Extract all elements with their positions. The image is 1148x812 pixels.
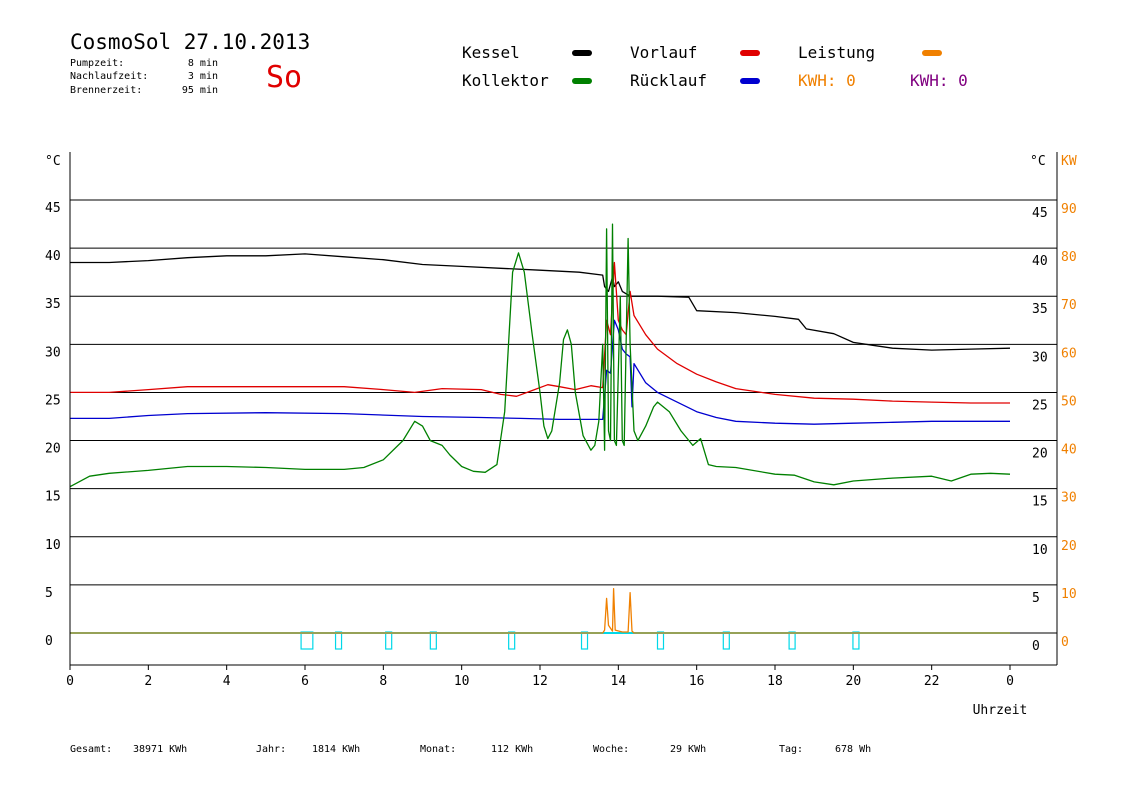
y-tick-label-right: 30 [1032, 350, 1048, 365]
pump-event-marker [788, 631, 796, 650]
y-tick-label-kw: 40 [1061, 443, 1077, 458]
pump-event-marker [656, 631, 665, 650]
x-tick-label: 0 [1006, 674, 1014, 689]
footer-woche-value: 29 KWh [670, 744, 707, 755]
y-tick-label-kw: 80 [1061, 250, 1077, 265]
footer-gesamt-value: 38971 KWh [133, 744, 188, 755]
pump-time-value: 8 min [187, 58, 218, 69]
y-tick-label-kw: 90 [1061, 202, 1077, 217]
x-tick-label: 2 [144, 674, 152, 689]
weekday-label: So [266, 60, 303, 95]
pump-event-marker [580, 631, 589, 650]
y-tick-label-left: 30 [45, 345, 61, 360]
y-tick-label-right: 25 [1032, 398, 1048, 413]
y-tick-label-right: 5 [1032, 591, 1040, 606]
grid-layer [70, 199, 1057, 634]
legend-vorlauf-swatch [740, 50, 760, 56]
y-tick-label-kw: 20 [1061, 539, 1077, 554]
y-tick-label-kw: 30 [1061, 491, 1077, 506]
legend-kollektor-swatch [572, 78, 592, 84]
pump-event-marker [300, 631, 314, 650]
legend-kwh-orange: KWH: 0 [798, 71, 856, 90]
y-tick-label-kw: 50 [1061, 394, 1077, 409]
y-tick-label-right: 10 [1032, 543, 1048, 558]
legend-ruecklauf-swatch [740, 78, 760, 84]
pump-event-marker [334, 631, 343, 650]
y-tick-label-kw: 60 [1061, 346, 1077, 361]
y-tick-label-left: 45 [45, 201, 61, 216]
chart-title: CosmoSol 27.10.2013 [70, 30, 311, 54]
burner-time-value: 95 min [181, 85, 218, 96]
burner-time-label: Brennerzeit: [70, 85, 143, 96]
footer-monat-label: Monat: [420, 744, 457, 755]
legend-kessel-label: Kessel [462, 43, 520, 62]
legend-vorlauf-label: Vorlauf [630, 43, 698, 62]
series-layer [69, 223, 1011, 650]
y-tick-label-right: 15 [1032, 495, 1048, 510]
x-tick-label: 14 [611, 674, 627, 689]
after-run-label: Nachlaufzeit: [70, 71, 149, 82]
y-tick-label-kw: 70 [1061, 298, 1077, 313]
series-leistung-line [70, 588, 1010, 634]
series-kessel-line [70, 253, 1011, 351]
legend-leistung-label: Leistung [798, 43, 876, 62]
series-kollektor-line [69, 223, 1011, 488]
x-tick-label: 10 [454, 674, 470, 689]
legend-leistung-swatch [922, 50, 942, 56]
y-tick-label-left: 0 [45, 634, 53, 649]
footer-tag-value: 678 Wh [835, 744, 872, 755]
y-unit-left: °C [45, 154, 61, 169]
footer-gesamt-label: Gesamt: [70, 744, 113, 755]
legend-ruecklauf-label: Rücklauf [630, 71, 708, 90]
footer-jahr-label: Jahr: [256, 744, 287, 755]
y-unit-kw: KW [1061, 154, 1077, 169]
legend-kollektor-label: Kollektor [462, 71, 549, 90]
legend-kwh-purple: KWH: 0 [910, 71, 968, 90]
footer-monat-value: 112 KWh [491, 744, 534, 755]
y-tick-label-right: 45 [1032, 206, 1048, 221]
x-tick-label: 0 [66, 674, 74, 689]
pump-event-marker [385, 631, 393, 650]
y-unit-right: °C [1030, 154, 1046, 169]
footer-tag-label: Tag: [779, 744, 804, 755]
x-tick-label: 4 [223, 674, 231, 689]
legend-kessel-swatch [572, 50, 592, 56]
x-tick-label: 20 [846, 674, 862, 689]
pump-event-marker [722, 631, 730, 650]
x-tick-label: 22 [924, 674, 940, 689]
pump-event-marker [508, 631, 516, 650]
x-tick-label: 18 [767, 674, 783, 689]
x-tick-label: 6 [301, 674, 309, 689]
y-tick-label-right: 40 [1032, 254, 1048, 269]
y-tick-label-left: 10 [45, 538, 61, 553]
y-tick-label-right: 20 [1032, 447, 1048, 462]
x-axis-label: Uhrzeit [973, 703, 1028, 718]
pump-time-label: Pumpzeit: [70, 58, 125, 69]
pump-event-marker [852, 631, 860, 650]
y-tick-label-kw: 10 [1061, 587, 1077, 602]
y-tick-label-right: 0 [1032, 639, 1040, 654]
y-tick-label-right: 35 [1032, 302, 1048, 317]
y-tick-label-left: 5 [45, 586, 53, 601]
y-tick-label-left: 20 [45, 442, 61, 457]
footer-jahr-value: 1814 KWh [312, 744, 361, 755]
y-tick-label-kw: 0 [1061, 635, 1069, 650]
x-tick-label: 12 [532, 674, 548, 689]
y-tick-label-left: 25 [45, 393, 61, 408]
y-tick-label-left: 15 [45, 490, 61, 505]
y-tick-label-left: 35 [45, 297, 61, 312]
series-vorlauf-line [70, 261, 1010, 404]
pump-event-marker [429, 631, 437, 650]
footer-woche-label: Woche: [593, 744, 630, 755]
y-tick-label-left: 40 [45, 249, 61, 264]
series-ruecklauf-line [70, 319, 1010, 425]
x-tick-label: 8 [379, 674, 387, 689]
x-tick-label: 16 [689, 674, 705, 689]
after-run-value: 3 min [187, 71, 218, 82]
